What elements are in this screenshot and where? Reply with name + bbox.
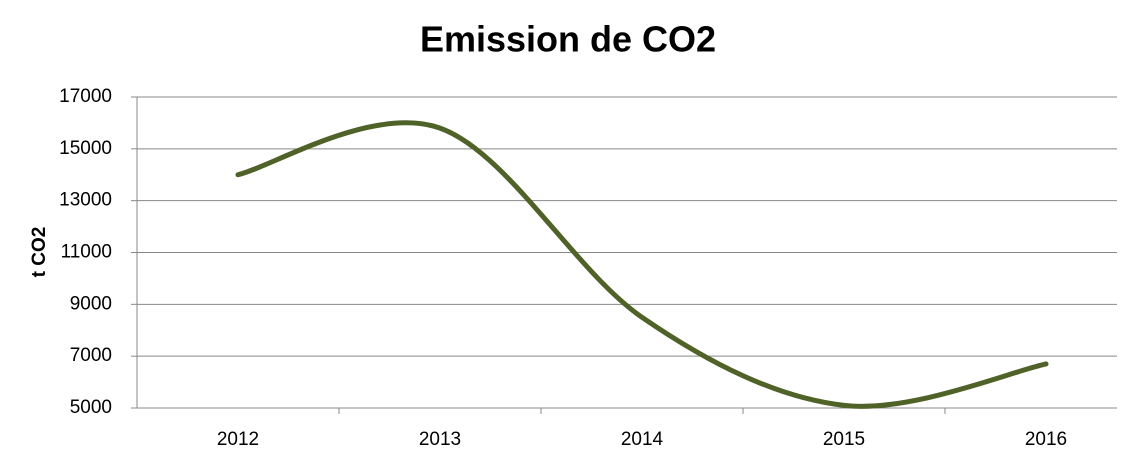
y-tick-label: 5000	[70, 397, 112, 418]
y-tick-label: 15000	[59, 138, 112, 159]
chart-title: Emission de CO2	[420, 19, 716, 60]
y-tick-label: 7000	[70, 345, 112, 366]
x-tick-label: 2015	[823, 429, 865, 450]
y-tick-label: 17000	[59, 86, 112, 107]
x-tick-label: 2016	[1025, 429, 1067, 450]
y-tick-label: 13000	[59, 190, 112, 211]
y-tick-label: 9000	[70, 293, 112, 314]
x-tick-label: 2013	[419, 429, 461, 450]
line-series	[235, 120, 1049, 409]
y-tick-label: 11000	[61, 242, 112, 263]
y-axis-label: t CO2	[29, 227, 50, 278]
x-tick-label: 2012	[217, 429, 259, 450]
x-tick-label: 2014	[621, 429, 664, 450]
